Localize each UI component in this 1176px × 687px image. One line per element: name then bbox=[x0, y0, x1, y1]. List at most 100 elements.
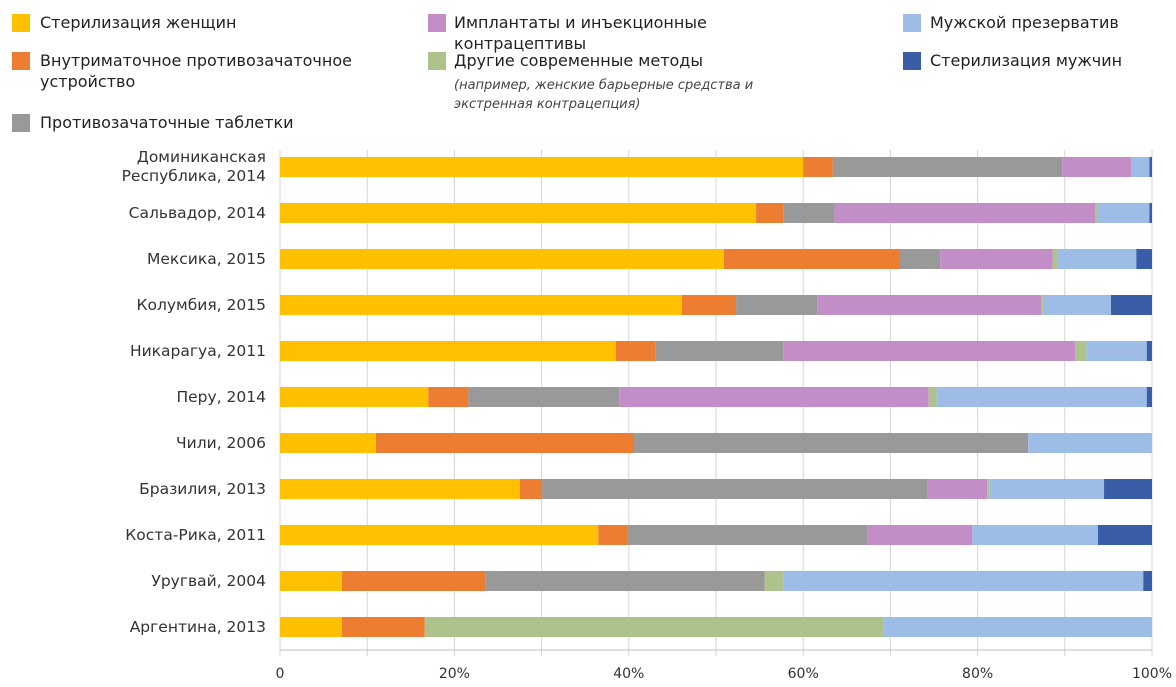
x-tick-label: 60% bbox=[787, 666, 819, 682]
legend-label: Противозачаточные таблетки bbox=[40, 113, 294, 132]
bar-segment bbox=[989, 479, 1105, 499]
bar-segment bbox=[764, 571, 784, 591]
legend-label: Имплантаты и инъекционные контрацептивы bbox=[454, 13, 707, 53]
bar-segment bbox=[1062, 157, 1132, 177]
category-label: Перу, 2014 bbox=[176, 387, 266, 406]
legend-swatch bbox=[12, 114, 30, 132]
bar-segment bbox=[280, 617, 342, 637]
bar-segment bbox=[1028, 433, 1152, 453]
legend-label: Стерилизация мужчин bbox=[930, 51, 1123, 70]
bar-segment bbox=[280, 387, 429, 407]
bar-segment bbox=[899, 249, 941, 269]
bar-segment bbox=[972, 525, 1098, 545]
bar-segment bbox=[736, 295, 818, 315]
bar-segment bbox=[783, 571, 1144, 591]
legend-label: Мужской презерватив bbox=[930, 13, 1119, 32]
bar-segment bbox=[627, 525, 868, 545]
bar-segment bbox=[280, 479, 520, 499]
bar-segment bbox=[634, 433, 1029, 453]
bar-segment bbox=[1146, 341, 1152, 361]
category-label: Доминиканская Республика, 2014 bbox=[121, 148, 266, 185]
bar-segment bbox=[1052, 249, 1057, 269]
bar-segment bbox=[1149, 203, 1152, 223]
bar-segment bbox=[541, 479, 928, 499]
category-label: Чили, 2006 bbox=[176, 433, 266, 452]
bar-segment bbox=[280, 341, 616, 361]
bar-segment bbox=[519, 479, 542, 499]
bar-segment bbox=[619, 387, 929, 407]
legend-label: Внутриматочное противозачаточное устройс… bbox=[40, 51, 352, 91]
bar-segment bbox=[280, 249, 724, 269]
bar-segment bbox=[867, 525, 973, 545]
x-tick-label: 40% bbox=[613, 666, 645, 682]
bar-segment bbox=[280, 203, 757, 223]
legend-swatch bbox=[428, 52, 446, 70]
bar-segment bbox=[1104, 479, 1152, 499]
bar-segment bbox=[883, 617, 1152, 637]
legend-swatch bbox=[12, 14, 30, 32]
bar-segment bbox=[341, 617, 425, 637]
bar-segment bbox=[1146, 387, 1152, 407]
bar-segment bbox=[1043, 295, 1112, 315]
bar-segment bbox=[655, 341, 784, 361]
bar-segment bbox=[1041, 295, 1044, 315]
category-label: Аргентина, 2013 bbox=[129, 617, 266, 636]
bar-segment bbox=[1086, 341, 1147, 361]
bar-segment bbox=[280, 433, 376, 453]
bar-segment bbox=[485, 571, 765, 591]
category-label: Мексика, 2015 bbox=[146, 249, 266, 268]
bar-segment bbox=[1056, 249, 1137, 269]
bar-segment bbox=[1143, 571, 1152, 591]
bar-segment bbox=[280, 571, 342, 591]
category-label: Бразилия, 2013 bbox=[139, 479, 266, 498]
legend-label: Стерилизация женщин bbox=[40, 13, 237, 32]
bar-segment bbox=[940, 249, 1053, 269]
bar-segment bbox=[375, 433, 635, 453]
bar-segment bbox=[834, 203, 1096, 223]
bar-segment bbox=[681, 295, 737, 315]
category-label: Сальвадор, 2014 bbox=[128, 203, 266, 222]
category-label: Коста-Рика, 2011 bbox=[125, 525, 266, 544]
bar-segment bbox=[1111, 295, 1152, 315]
x-tick-label: 0 bbox=[275, 666, 285, 682]
bar-segment bbox=[341, 571, 486, 591]
bar-segment bbox=[928, 387, 937, 407]
legend-note: (например, женские барьерные средства и … bbox=[454, 78, 754, 112]
bar-segment bbox=[987, 479, 990, 499]
x-tick-label: 20% bbox=[438, 666, 470, 682]
bar-segment bbox=[428, 387, 469, 407]
bar-segment bbox=[783, 341, 1076, 361]
bar-segment bbox=[832, 157, 1063, 177]
bar-segment bbox=[756, 203, 784, 223]
bar-segment bbox=[1131, 157, 1150, 177]
bar-segment bbox=[468, 387, 620, 407]
bar-segment bbox=[280, 295, 682, 315]
bar-segment bbox=[598, 525, 628, 545]
x-tick-label: 100% bbox=[1131, 666, 1173, 682]
bar-segment bbox=[817, 295, 1042, 315]
bar-segment bbox=[1097, 203, 1150, 223]
bar-segment bbox=[1075, 341, 1087, 361]
bar-segment bbox=[936, 387, 1147, 407]
bar-segment bbox=[723, 249, 900, 269]
category-label: Никарагуа, 2011 bbox=[129, 341, 266, 360]
category-label: Колумбия, 2015 bbox=[136, 295, 266, 314]
legend-swatch bbox=[903, 14, 921, 32]
legend-swatch bbox=[903, 52, 921, 70]
bar-segment bbox=[1149, 157, 1152, 177]
bar-segment bbox=[783, 203, 835, 223]
bar-segment bbox=[424, 617, 884, 637]
x-tick-label: 80% bbox=[962, 666, 994, 682]
legend-swatch bbox=[428, 14, 446, 32]
legend-swatch bbox=[12, 52, 30, 70]
bar-segment bbox=[615, 341, 656, 361]
legend-label: Другие современные методы bbox=[454, 51, 703, 70]
bar-segment bbox=[280, 525, 599, 545]
bar-segment bbox=[1095, 203, 1098, 223]
bar-segment bbox=[1136, 249, 1152, 269]
bar-segment bbox=[280, 157, 804, 177]
bar-segment bbox=[927, 479, 988, 499]
bar-segment bbox=[1097, 525, 1152, 545]
